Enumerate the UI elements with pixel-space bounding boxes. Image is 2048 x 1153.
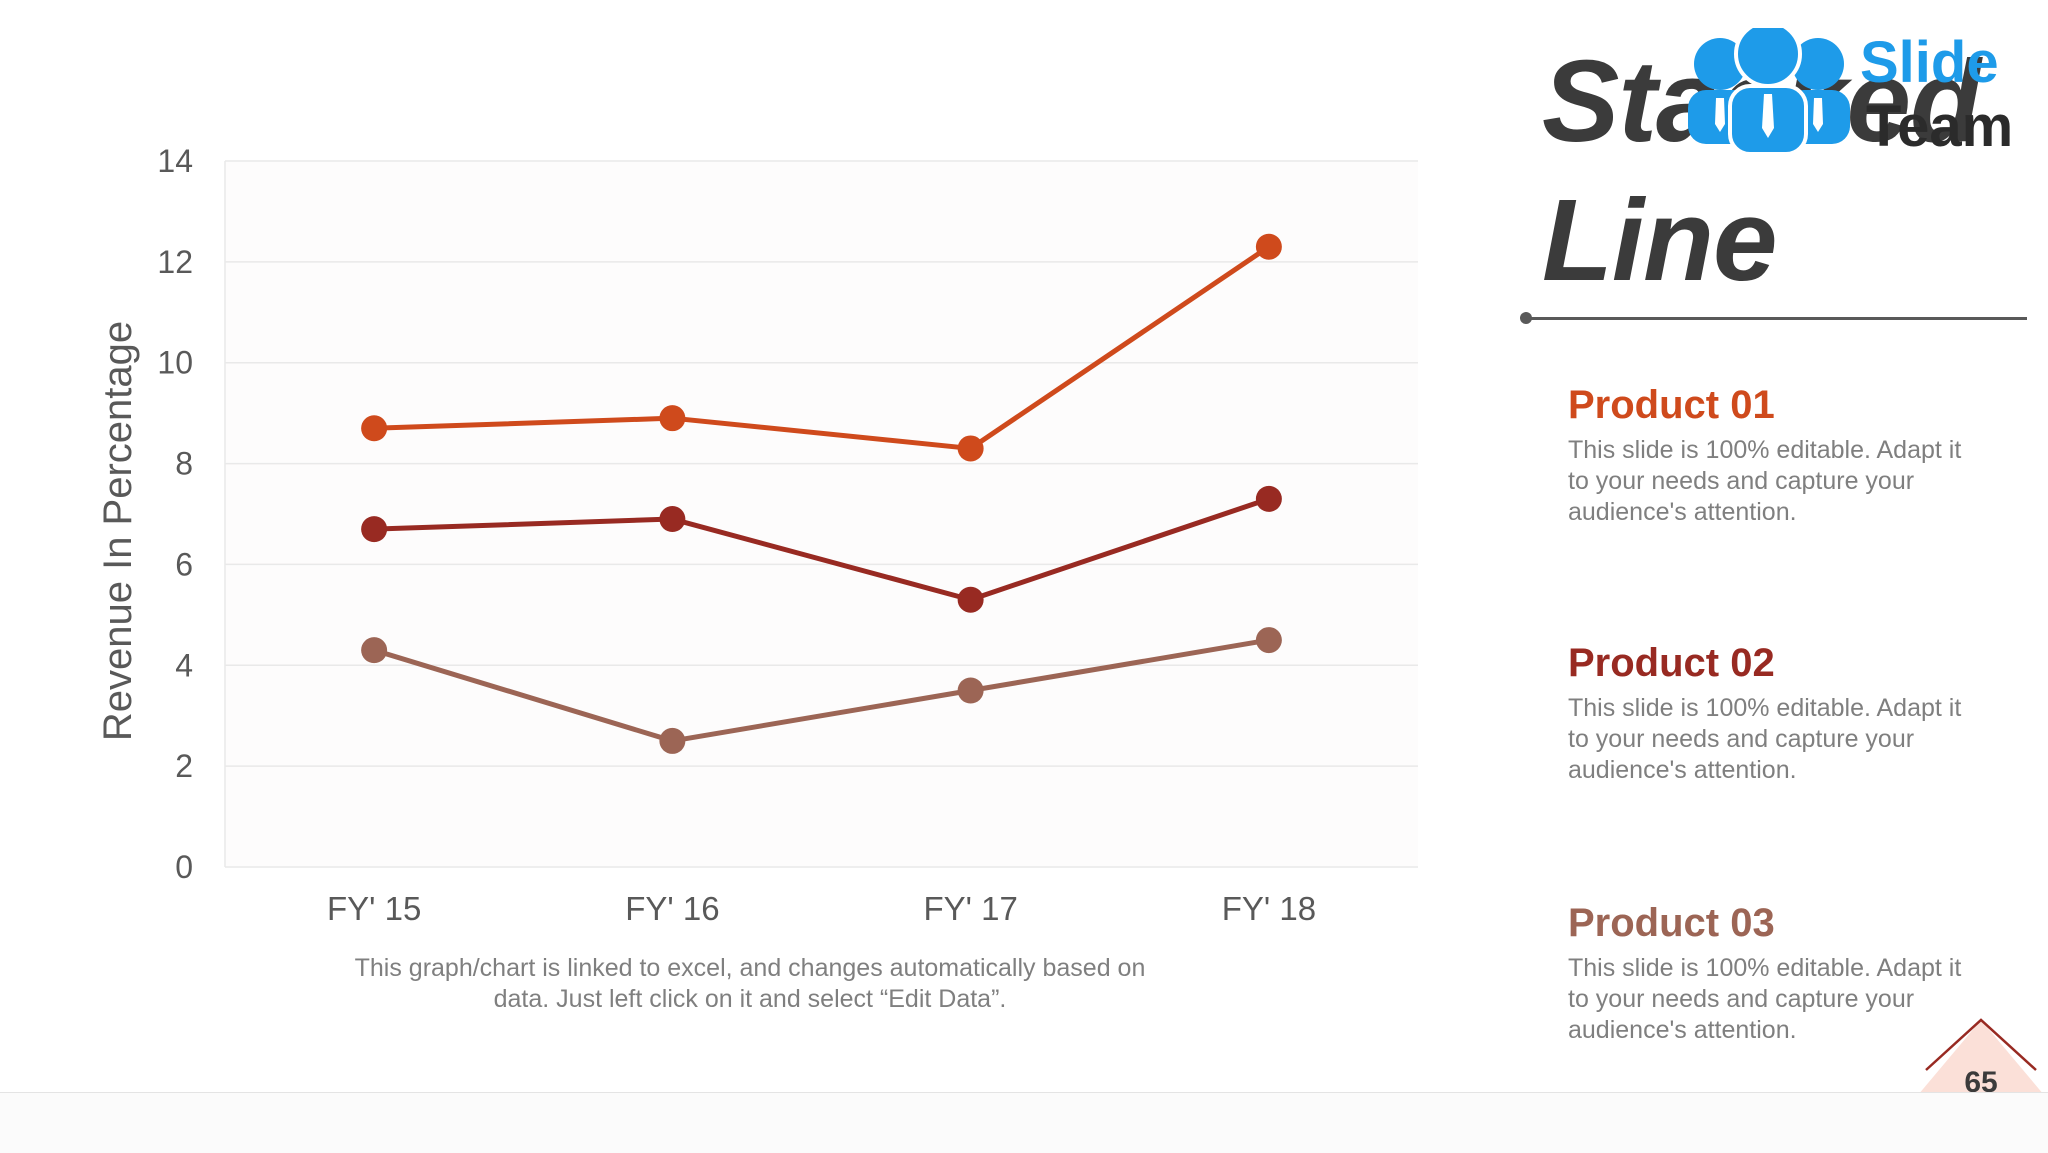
product-01-title: Product 01 bbox=[1568, 383, 1775, 427]
line-chart[interactable]: 0 2 4 6 8 10 12 14 FY' 15 FY' 16 FY' 17 FY' 18 Reven… bbox=[0, 0, 1440, 960]
logo-word-team: Team bbox=[1866, 94, 2013, 159]
slide-title-line2: Line bbox=[1542, 175, 1777, 305]
product-03-title: Product 03 bbox=[1568, 901, 1775, 945]
data-point-product-01-2 bbox=[659, 405, 686, 432]
product-03-text: This slide is 100% editable. Adapt it to… bbox=[1568, 954, 1962, 1044]
x-tick-label-1: FY' 15 bbox=[327, 890, 421, 927]
data-point-product-02-3 bbox=[957, 586, 984, 613]
product-01-text: This slide is 100% editable. Adapt it to… bbox=[1568, 436, 1962, 526]
product-02-block: Product 02 This slide is 100% editable. … bbox=[1568, 639, 1968, 786]
logo-word-slide: Slide bbox=[1860, 30, 1999, 95]
series-line-product-03 bbox=[371, 637, 1272, 744]
y-tick-label-12: 12 bbox=[157, 244, 193, 280]
data-point-product-01-1 bbox=[361, 415, 388, 442]
data-point-product-03-4 bbox=[1255, 627, 1282, 654]
bottom-band bbox=[0, 1092, 2048, 1153]
x-tick-label-4: FY' 18 bbox=[1222, 890, 1316, 927]
x-tick-label-3: FY' 17 bbox=[923, 890, 1017, 927]
title-rule bbox=[1527, 317, 2027, 320]
data-point-product-03-3 bbox=[957, 677, 984, 704]
slideteam-logo: Slide Team bbox=[1688, 28, 2013, 159]
y-tick-label-6: 6 bbox=[175, 546, 193, 582]
x-tick-label-2: FY' 16 bbox=[625, 890, 719, 927]
series-line-product-02 bbox=[371, 496, 1272, 603]
data-point-product-02-2 bbox=[659, 506, 686, 533]
y-axis-label: Revenue In Percentage bbox=[96, 321, 140, 741]
people-icon bbox=[1688, 28, 1850, 156]
data-point-product-03-1 bbox=[361, 637, 388, 664]
y-tick-label-0: 0 bbox=[175, 849, 193, 885]
product-02-text: This slide is 100% editable. Adapt it to… bbox=[1568, 694, 1962, 784]
y-tick-label-2: 2 bbox=[175, 748, 193, 784]
product-01-block: Product 01 This slide is 100% editable. … bbox=[1568, 381, 1968, 528]
page-number-badge bbox=[1918, 1018, 2044, 1095]
data-point-product-02-1 bbox=[361, 516, 388, 543]
data-point-product-02-4 bbox=[1255, 485, 1282, 512]
y-tick-label-14: 14 bbox=[157, 143, 193, 179]
y-tick-label-10: 10 bbox=[157, 345, 193, 381]
data-point-product-01-3 bbox=[957, 435, 984, 462]
y-tick-label-4: 4 bbox=[175, 647, 193, 683]
data-point-product-03-2 bbox=[659, 727, 686, 754]
product-02-title: Product 02 bbox=[1568, 641, 1775, 685]
data-point-product-01-4 bbox=[1255, 233, 1282, 260]
product-03-block: Product 03 This slide is 100% editable. … bbox=[1568, 899, 1968, 1046]
series-line-product-01 bbox=[371, 244, 1272, 451]
chart-note: This graph/chart is linked to excel, and… bbox=[354, 954, 1146, 1013]
slide: 0 2 4 6 8 10 12 14 FY' 15 FY' 16 FY' 17 FY' 18 Reven… bbox=[0, 0, 2044, 1099]
title-rule-dot bbox=[1520, 312, 1532, 324]
y-tick-label-8: 8 bbox=[175, 446, 193, 482]
